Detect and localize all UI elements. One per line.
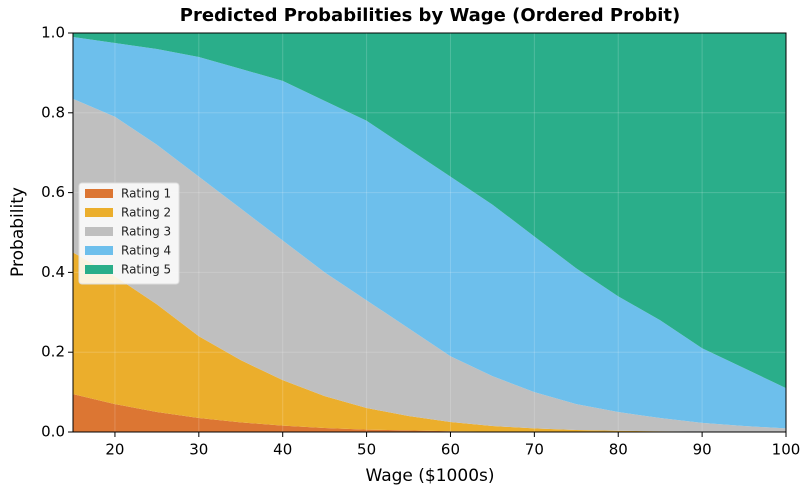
legend-swatch — [85, 265, 113, 274]
x-tick-label: 90 — [693, 441, 712, 459]
plot-frame — [72, 32, 787, 433]
legend-label: Rating 3 — [121, 225, 171, 239]
area — [73, 33, 786, 389]
x-axis-label: Wage ($1000s) — [366, 466, 495, 486]
y-tick-label: 0.6 — [41, 183, 65, 201]
y-tick-label: 0.8 — [41, 103, 65, 121]
y-tick-label: 1.0 — [41, 24, 65, 42]
legend-label: Rating 1 — [121, 187, 171, 201]
y-tick-label: 0.0 — [41, 423, 65, 441]
area — [73, 36, 786, 429]
area — [73, 394, 786, 432]
x-tick-label: 60 — [441, 441, 460, 459]
y-tick-label: 0.2 — [41, 343, 65, 361]
chart-title: Predicted Probabilities by Wage (Ordered… — [180, 5, 680, 26]
area — [73, 252, 786, 432]
legend-swatch — [85, 246, 113, 255]
area — [73, 98, 786, 433]
legend-swatch — [85, 208, 113, 217]
y-tick-label: 0.4 — [41, 263, 65, 281]
legend-label: Rating 4 — [121, 244, 171, 258]
x-tick-label: 30 — [189, 441, 208, 459]
x-tick-label: 40 — [273, 441, 292, 459]
legend: Rating 1 Rating 2 Rating 3 Rating 4 Rating 5 — [78, 182, 180, 285]
legend-label: Rating 2 — [121, 206, 171, 220]
legend-swatch — [85, 227, 113, 236]
x-tick-label: 100 — [772, 441, 801, 459]
x-tick-label: 20 — [105, 441, 124, 459]
x-tick-label: 50 — [357, 441, 376, 459]
legend-swatch — [85, 189, 113, 198]
y-axis-label: Probability — [8, 187, 28, 277]
x-tick-label: 70 — [525, 441, 544, 459]
x-tick-label: 80 — [609, 441, 628, 459]
legend-label: Rating 5 — [121, 263, 171, 277]
